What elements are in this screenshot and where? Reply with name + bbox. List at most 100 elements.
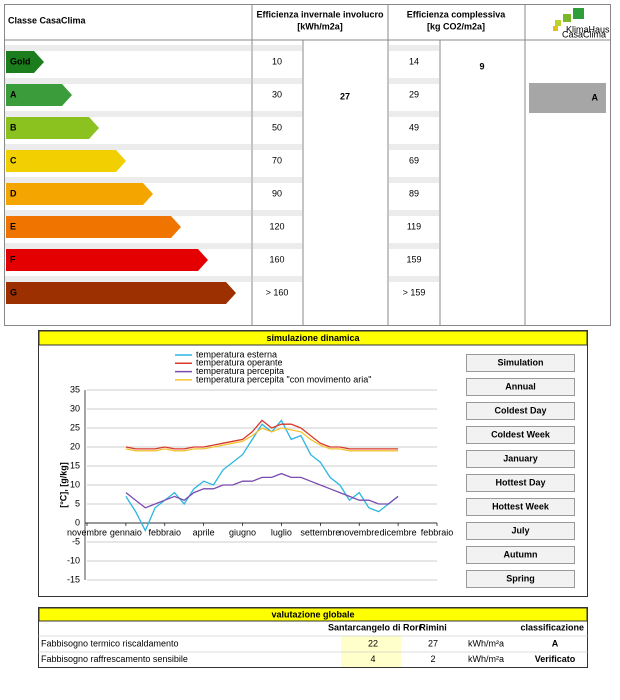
button-label[interactable]: Spring xyxy=(506,573,535,583)
logo-text: KlimaHaus xyxy=(566,24,610,34)
button[interactable] xyxy=(466,546,575,564)
x-tick-label: dicembre xyxy=(380,527,417,537)
button[interactable] xyxy=(466,498,575,516)
class-label: F xyxy=(10,254,16,264)
class-label: G xyxy=(10,287,17,297)
overall-limit: 69 xyxy=(409,155,419,165)
button[interactable] xyxy=(466,522,575,540)
summary-title-bar xyxy=(38,607,588,622)
series-line xyxy=(125,472,399,509)
button-label[interactable]: Hottest Week xyxy=(492,501,550,511)
logo-text: CasaClima xyxy=(562,29,606,39)
row-stripe xyxy=(389,78,439,84)
y-tick-label: 10 xyxy=(70,479,80,489)
button-label[interactable]: Coldest Week xyxy=(491,429,551,439)
x-tick-label: novembre xyxy=(67,527,107,537)
logo-square xyxy=(563,14,571,22)
y-tick-label: -15 xyxy=(67,574,80,584)
chart-title-bar xyxy=(38,330,588,346)
winter-header: Efficienza invernale involucro xyxy=(256,9,384,19)
button[interactable] xyxy=(466,378,575,396)
button[interactable] xyxy=(466,450,575,468)
winter-limit: 10 xyxy=(272,56,282,66)
row-stripe xyxy=(389,276,439,282)
button[interactable] xyxy=(466,474,575,492)
winter-limit: 90 xyxy=(272,188,282,198)
row-stripe xyxy=(5,45,251,51)
x-tick-label: febbraio xyxy=(421,527,454,537)
winter-limit: 70 xyxy=(272,155,282,165)
button[interactable] xyxy=(466,354,575,372)
header-reference: Rimini xyxy=(419,622,447,632)
button-label[interactable]: Annual xyxy=(505,381,536,391)
y-tick-label: 5 xyxy=(75,498,80,508)
x-tick-label: novembre xyxy=(339,527,379,537)
result-box xyxy=(529,83,606,113)
class-label: C xyxy=(10,155,17,165)
winter-limit: 160 xyxy=(269,254,284,264)
logo-square xyxy=(573,8,584,19)
row-unit: kWh/m²a xyxy=(468,654,504,664)
x-tick-label: giugno xyxy=(229,527,256,537)
class-arrow xyxy=(6,150,126,172)
result-class: A xyxy=(592,92,599,102)
class-arrow xyxy=(6,183,153,205)
row-local: 22 xyxy=(368,638,378,648)
button[interactable] xyxy=(466,402,575,420)
x-tick-label: aprile xyxy=(193,527,215,537)
overall-limit: 14 xyxy=(409,56,419,66)
y-tick-label: -5 xyxy=(72,536,80,546)
class-label: Gold xyxy=(10,56,31,66)
row-label: Fabbisogno raffrescamento sensibile xyxy=(41,654,188,664)
x-tick-label: luglio xyxy=(271,527,292,537)
winter-limit: > 160 xyxy=(266,287,289,297)
row-stripe xyxy=(253,243,302,249)
header-class: classificazione xyxy=(520,622,584,632)
y-tick-label: 15 xyxy=(70,460,80,470)
chart-title: simulazione dinamica xyxy=(266,333,360,343)
button-label[interactable]: January xyxy=(503,453,538,463)
row-stripe xyxy=(5,276,251,282)
overall-limit: 89 xyxy=(409,188,419,198)
y-tick-label: 30 xyxy=(70,403,80,413)
logo-square xyxy=(555,20,561,26)
overall-limit: 49 xyxy=(409,122,419,132)
button[interactable] xyxy=(466,570,575,588)
row-stripe xyxy=(5,111,251,117)
class-arrow xyxy=(6,216,181,238)
winter-value: 27 xyxy=(340,91,350,101)
legend-label: temperatura esterna xyxy=(196,349,277,359)
button[interactable] xyxy=(466,426,575,444)
overall-unit: [kg CO2/m2a] xyxy=(427,21,485,31)
class-arrow xyxy=(6,249,208,271)
button-label[interactable]: Coldest Day xyxy=(494,405,546,415)
overall-limit: 119 xyxy=(407,221,421,231)
legend-label: temperatura percepita "con movimento ari… xyxy=(196,374,371,384)
class-arrow xyxy=(6,84,72,106)
row-stripe xyxy=(389,210,439,216)
overall-limit: > 159 xyxy=(403,287,426,297)
button-label[interactable]: Hottest Day xyxy=(495,477,545,487)
row-stripe xyxy=(389,144,439,150)
row-stripe xyxy=(389,177,439,183)
row-stripe xyxy=(253,111,302,117)
row-stripe xyxy=(5,144,251,150)
button-label[interactable]: Autumn xyxy=(504,549,538,559)
series-line xyxy=(125,427,399,452)
y-tick-label: 25 xyxy=(70,422,80,432)
row-reference: 27 xyxy=(428,638,438,648)
button-label[interactable]: July xyxy=(511,525,529,535)
row-stripe xyxy=(253,45,302,51)
row-local: 4 xyxy=(370,654,375,664)
y-tick-label: 0 xyxy=(75,517,80,527)
winter-unit: [kWh/m2a] xyxy=(297,21,343,31)
winter-limit: 50 xyxy=(272,122,282,132)
local-column xyxy=(341,636,401,667)
class-label: A xyxy=(10,89,17,99)
y-tick-label: 35 xyxy=(70,384,80,394)
x-tick-label: gennaio xyxy=(110,527,142,537)
row-stripe xyxy=(253,177,302,183)
class-label: B xyxy=(10,122,17,132)
button-label[interactable]: Simulation xyxy=(497,357,543,367)
